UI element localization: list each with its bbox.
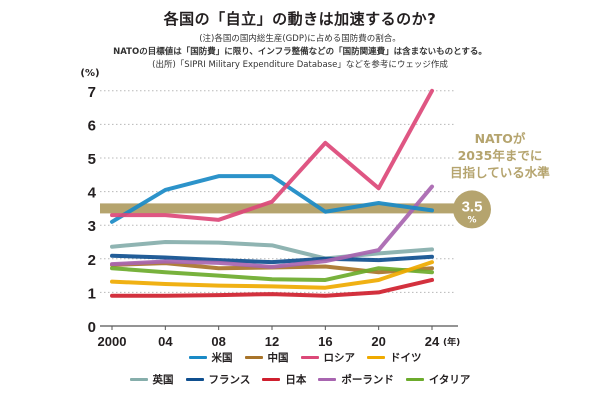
series-line-米国 [110, 174, 434, 224]
legend-item: 米国 [188, 350, 233, 365]
legend-swatch [244, 356, 263, 359]
reference-unit: % [467, 215, 476, 225]
y-axis: 0 1 2 3 4 5 6 7 (%) [80, 68, 99, 336]
x-tick-label: 2000 [98, 334, 127, 349]
y-tick-label: 2 [88, 252, 96, 269]
legend-label: イタリア [428, 374, 471, 386]
legend-label: ロシア [323, 352, 356, 364]
legend-swatch [318, 378, 337, 381]
reference-line-3-5 [100, 203, 460, 214]
legend-item: 中国 [244, 350, 289, 365]
x-tick-label: 12 [265, 334, 279, 349]
x-tick-label: 16 [318, 334, 332, 349]
legend-item: イタリア [405, 372, 471, 387]
x-tick-label: 08 [211, 334, 225, 349]
legend-row-1: 米国 中国 ロシア ドイツ [0, 350, 600, 365]
legend-label: ポーランド [341, 374, 394, 386]
y-tick-label: 1 [88, 285, 96, 302]
chart-source: (出所)「SIPRI Military Expenditure Database… [152, 60, 448, 70]
y-tick-label: 7 [88, 84, 96, 101]
legend-swatch [262, 378, 281, 381]
series-line-日本 [110, 277, 434, 298]
legend-item: ロシア [300, 350, 356, 365]
legend-item: ドイツ [367, 350, 422, 365]
series-lines [110, 88, 434, 298]
legend-row-2: 英国 フランス 日本 ポーランド イタリア [0, 372, 600, 387]
y-tick-label: 4 [88, 185, 97, 202]
series-line-ポーランド [110, 184, 434, 269]
x-tick-label: 24 [425, 334, 440, 349]
legend-swatch [185, 378, 204, 381]
legend-item: ポーランド [318, 372, 394, 387]
legend-item: フランス [185, 372, 251, 387]
reference-annotation: 目指している水準 [450, 165, 550, 180]
series-line-ロシア [110, 88, 434, 222]
x-axis: 2000 04 08 12 16 20 24 (年) [98, 325, 460, 349]
legend-swatch [405, 378, 424, 381]
reference-annotation: 2035年までに [458, 148, 543, 163]
y-tick-label: 5 [88, 151, 96, 168]
x-tick-label: 04 [158, 334, 173, 349]
series-line-英国 [110, 240, 434, 261]
legend-label: ドイツ [390, 352, 422, 364]
y-axis-label: (%) [80, 68, 99, 79]
y-tick-label: 3 [88, 218, 96, 235]
chart-note: (注)各国の国内総生産(GDP)に占める国防費の割合。 [199, 34, 401, 44]
x-axis-unit: (年) [443, 336, 460, 348]
x-tick-label: 20 [371, 334, 385, 349]
series-line-イタリア [110, 266, 434, 282]
legend-label: 英国 [152, 374, 174, 386]
reference-annotation: NATOが [475, 131, 526, 146]
y-tick-label: 0 [88, 319, 96, 336]
legend-item: 日本 [262, 372, 306, 387]
legend-label: 米国 [211, 352, 233, 364]
reference-band [100, 203, 460, 214]
legend-label: 中国 [267, 352, 289, 364]
legend-swatch [367, 356, 385, 359]
series-line-フランス [110, 253, 434, 265]
legend-item: 英国 [129, 372, 174, 387]
legend-swatch [188, 356, 207, 359]
legend-swatch [300, 356, 319, 359]
legend-label: フランス [208, 374, 251, 386]
reference-circle [453, 190, 491, 229]
reference-value: 3.5 [462, 198, 483, 215]
y-tick-label: 6 [88, 117, 96, 134]
chart-title: 各国の「自立」の動きは加速するのか? [163, 10, 437, 28]
chart-note-nato: NATOの目標値は「国防費」に限り、インフラ整備などの「国防関連費」は含まないも… [113, 47, 487, 57]
series-line-ドイツ [110, 260, 434, 290]
legend-label: 日本 [285, 374, 307, 386]
legend-swatch [129, 378, 148, 381]
